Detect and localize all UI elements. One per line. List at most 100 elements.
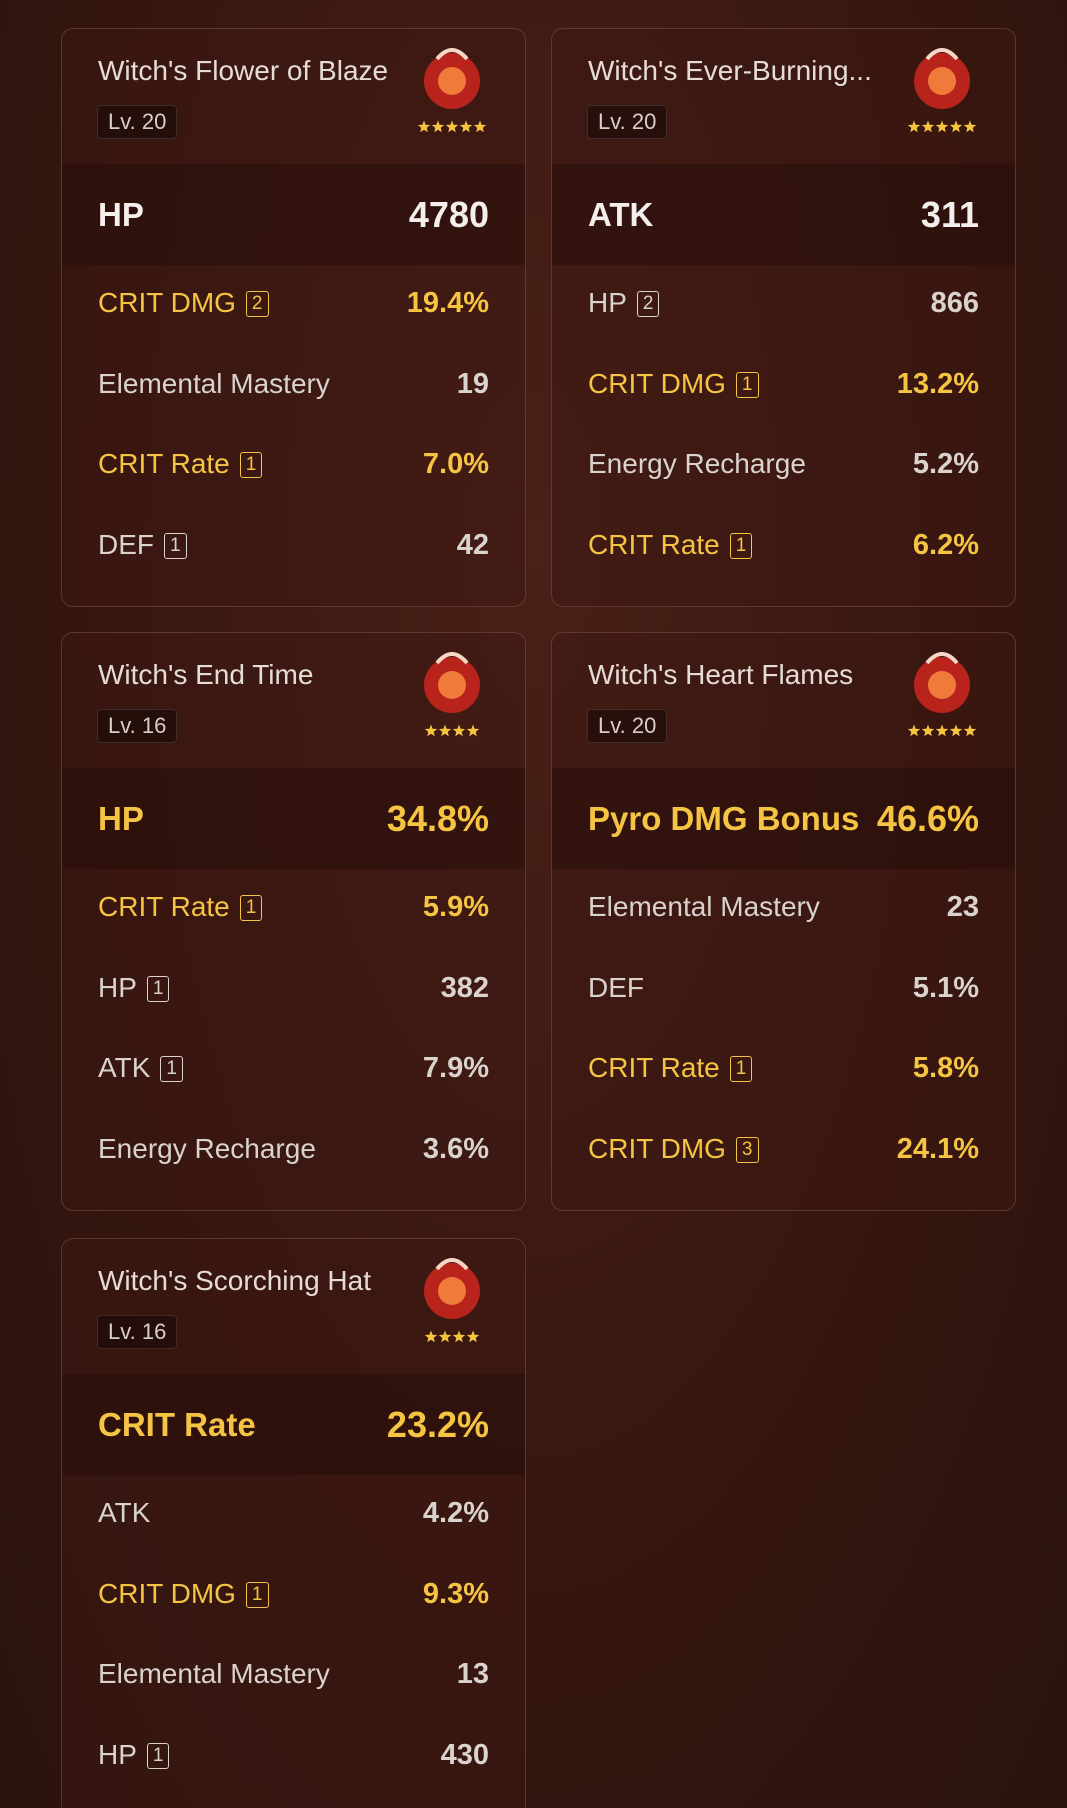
substat-name: CRIT DMG 3 [588,1133,759,1165]
substat-name: HP 1 [98,1739,170,1771]
artifact-card: Witch's Scorching Hat Lv. 16 CRIT Rate 23.2… [61,1238,526,1808]
substat-label: HP [98,971,137,1003]
roll-badge: 1 [160,1056,183,1083]
substat-value: 19 [456,367,489,400]
artifact-level: Lv. 16 [97,709,178,743]
substat-value: 866 [930,287,979,319]
artifact-name: Witch's Ever-Burning... [588,55,872,86]
rarity-star [963,120,977,133]
rarity-star [431,120,445,133]
rarity-star [921,724,935,737]
main-stat-band [552,768,1015,869]
main-stat-band [62,768,525,869]
roll-badge: 2 [636,291,660,317]
substat-name: CRIT Rate 1 [588,1052,753,1084]
substat-value: 5.1% [912,971,979,1004]
main-stat-value: 23.2% [386,1404,489,1445]
artifact-level: Lv. 20 [97,105,178,139]
substat-value: 5.2% [912,448,979,481]
artifact-level: Lv. 16 [97,1315,178,1349]
artifact-name: Witch's End Time [98,659,314,690]
substat-label: HP [588,287,627,318]
substat-name: CRIT DMG 1 [588,368,759,400]
main-stat-value: 46.6% [876,798,979,839]
substat-name: HP 1 [98,971,170,1004]
substat-label: HP [98,1739,137,1771]
artifact-icon [907,652,977,737]
substat-name: CRIT Rate 1 [98,891,263,923]
main-stat-value: 311 [920,194,979,235]
substat-label: ATK [98,1052,151,1084]
rarity-star [907,724,921,737]
substat-name: Elemental Mastery [588,891,820,923]
rarity-star [452,1330,466,1343]
rarity-star [438,1330,452,1343]
substat-name: ATK 1 [98,1052,183,1084]
substat-value: 4.2% [422,1497,489,1529]
rarity-star [452,724,466,737]
substat-label: ATK [98,1497,151,1528]
rarity-star [935,120,949,133]
substat-name: Elemental Mastery [98,368,330,400]
substat-name: CRIT DMG 1 [98,1578,269,1610]
artifact-level: Lv. 20 [587,709,668,743]
roll-badge: 1 [146,975,170,1002]
main-stat-band [62,1374,525,1475]
roll-badge: 1 [735,371,759,398]
substat-value: 9.3% [422,1577,489,1610]
artifact-icon [424,1258,480,1343]
roll-badge: 1 [729,533,753,560]
artifact-level: Lv. 20 [587,105,668,139]
substat-label: Elemental Mastery [98,367,330,399]
substat-label: CRIT DMG [98,287,236,318]
rarity-star [445,120,459,133]
rarity-star [466,1330,480,1343]
rarity-star [438,724,452,737]
artifact-card: Witch's End Time Lv. 16 HP 34.8% CRIT Rate 1 5… [61,632,526,1211]
substat-value: 24.1% [896,1133,979,1166]
rarity-star [424,724,438,737]
roll-badge: 2 [245,291,269,317]
substat-name: ATK [98,1497,150,1529]
rarity-star [921,120,935,133]
roll-badge: 1 [729,1056,753,1083]
artifact-icon [424,652,480,737]
substat-name: Energy Recharge [98,1133,316,1165]
substat-label: CRIT Rate [98,891,230,922]
substat-label: CRIT Rate [98,448,230,480]
substat-label: CRIT DMG [588,1133,726,1165]
rarity-star [935,724,949,737]
substat-value: 382 [440,971,489,1004]
artifact-icon [417,48,487,133]
substat-label: CRIT Rate [588,529,720,561]
rarity-star [473,120,487,133]
main-stat-name: ATK [588,196,654,233]
substat-name: Elemental Mastery [98,1658,330,1690]
substat-name: DEF [588,972,644,1004]
roll-badge: 1 [245,1581,269,1608]
substat-label: Energy Recharge [588,448,806,480]
substat-label: CRIT DMG [588,367,726,399]
substat-name: CRIT Rate 1 [588,529,753,561]
roll-badge: 1 [164,533,187,560]
substat-value: 6.2% [912,529,979,562]
substat-value: 5.9% [422,891,489,923]
rarity-star [466,724,480,737]
substat-label: Elemental Mastery [588,891,820,922]
main-stat-name: CRIT Rate [98,1406,256,1443]
roll-badge: 1 [239,452,263,479]
artifact-icon [907,48,977,133]
substat-name: CRIT DMG 2 [98,287,269,319]
substat-value: 7.0% [422,448,489,481]
rarity-star [963,724,977,737]
roll-badge: 3 [735,1137,759,1164]
rarity-star [459,120,473,133]
roll-badge: 1 [146,1743,170,1770]
artifact-name: Witch's Heart Flames [588,659,854,690]
substat-name: DEF 1 [98,529,187,561]
substat-value: 5.8% [912,1052,979,1085]
substat-name: CRIT Rate 1 [98,448,263,480]
substat-value: 23 [946,891,979,923]
substat-label: DEF [588,971,644,1003]
artifact-card: Witch's Flower of Blaze Lv. 20 HP 4780 CRIT … [61,28,526,607]
